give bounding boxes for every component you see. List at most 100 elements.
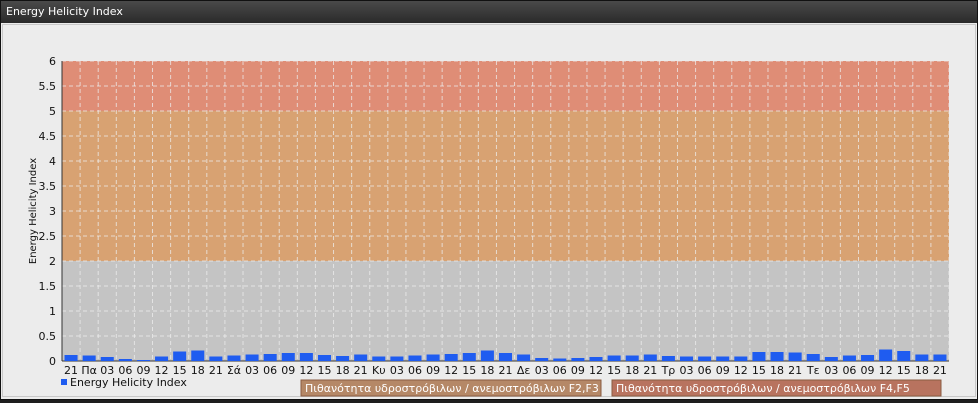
- legend-band-label-2: Πιθανότητα υδροστρόβιλων / ανεμοστρόβιλω…: [616, 382, 910, 395]
- bar: [64, 355, 78, 361]
- x-tick-label: 09: [716, 364, 730, 377]
- x-tick-label: 06: [118, 364, 132, 377]
- y-tick-label: 1: [49, 305, 56, 318]
- x-tick-label: 03: [824, 364, 838, 377]
- bar: [263, 354, 277, 361]
- bar: [897, 351, 911, 361]
- x-tick-label: 21: [209, 364, 223, 377]
- bar: [842, 355, 856, 361]
- legend-series-swatch: [61, 379, 67, 385]
- y-tick-label: 1.5: [39, 280, 57, 293]
- y-tick-label: 5: [49, 105, 56, 118]
- bar: [209, 356, 223, 361]
- legend-series-label: Energy Helicity Index: [70, 376, 187, 389]
- energy-helicity-chart: 0 0.5 1 1.5 2 2.5 3 3.5 4 4.5 5 5.5 6 Energy Helicity…: [2, 24, 976, 397]
- window-title: Energy Helicity Index: [1, 1, 977, 23]
- bar: [390, 356, 404, 361]
- x-tick-label: Δε: [517, 364, 531, 377]
- bar: [716, 356, 730, 361]
- y-axis-label: Energy Helicity Index: [28, 158, 39, 264]
- bar: [462, 353, 476, 361]
- x-tick-label: 03: [245, 364, 259, 377]
- x-tick-label: 15: [607, 364, 621, 377]
- y-tick-label: 5.5: [39, 80, 57, 93]
- x-tick-label: 21: [788, 364, 802, 377]
- legend-band-label-1: Πιθανότητα υδροστρόβιλων / ανεμοστρόβιλω…: [305, 382, 599, 395]
- bar: [155, 356, 169, 361]
- x-tick-label: 18: [480, 364, 494, 377]
- bar: [408, 355, 422, 361]
- x-tick-label: 18: [625, 364, 639, 377]
- bar: [354, 354, 368, 361]
- bar: [317, 355, 331, 361]
- x-tick-label: 09: [136, 364, 150, 377]
- x-tick-label: 21: [933, 364, 947, 377]
- bar: [100, 357, 114, 361]
- x-tick-label: 21: [643, 364, 657, 377]
- bar: [680, 356, 694, 361]
- x-tick-label: 18: [336, 364, 350, 377]
- bar: [752, 352, 766, 361]
- x-tick-label: 09: [861, 364, 875, 377]
- bar: [553, 358, 567, 361]
- x-tick-label: 09: [571, 364, 585, 377]
- x-tick-label: 21: [354, 364, 368, 377]
- x-tick-label: Τρ: [661, 364, 676, 377]
- bar: [336, 356, 350, 361]
- x-tick-label: 12: [444, 364, 458, 377]
- x-tick-label: 12: [589, 364, 603, 377]
- x-tick-label: 18: [915, 364, 929, 377]
- bar: [227, 355, 241, 361]
- x-tick-label: 06: [842, 364, 856, 377]
- bar: [299, 353, 313, 361]
- y-tick-label: 0.5: [39, 330, 57, 343]
- bar: [589, 357, 603, 361]
- x-tick-label: 12: [879, 364, 893, 377]
- bar: [281, 353, 295, 361]
- y-tick-label: 4.5: [39, 130, 57, 143]
- x-tick-label: 15: [462, 364, 476, 377]
- x-tick-label: 03: [390, 364, 404, 377]
- x-tick-label: 15: [752, 364, 766, 377]
- chart-area: 0 0.5 1 1.5 2 2.5 3 3.5 4 4.5 5 5.5 6 Energy Helicity…: [1, 23, 977, 399]
- bar: [661, 356, 675, 361]
- bar: [173, 351, 187, 361]
- x-tick-label: 06: [263, 364, 277, 377]
- x-tick-label: 15: [317, 364, 331, 377]
- x-tick-label: Τε: [806, 364, 820, 377]
- bar: [426, 354, 440, 361]
- bar: [824, 357, 838, 361]
- x-tick-label: 06: [553, 364, 567, 377]
- bar: [535, 358, 549, 361]
- x-tick-label: Κυ: [372, 364, 386, 377]
- x-tick-label: 15: [897, 364, 911, 377]
- bar: [861, 355, 875, 361]
- y-tick-label: 2: [49, 255, 56, 268]
- x-tick-label: Σά: [227, 364, 241, 377]
- x-tick-label: 03: [680, 364, 694, 377]
- x-tick-label: 03: [100, 364, 114, 377]
- bar: [625, 355, 639, 361]
- bar: [571, 358, 585, 361]
- bar: [915, 354, 929, 361]
- x-tick-label: 12: [734, 364, 748, 377]
- x-tick-label: 15: [173, 364, 187, 377]
- y-tick-label: 4: [49, 155, 56, 168]
- bar: [643, 354, 657, 361]
- legend-band-box-1: [300, 379, 602, 397]
- x-tick-label: 06: [408, 364, 422, 377]
- bar: [788, 352, 802, 361]
- x-tick-label: 12: [299, 364, 313, 377]
- bar: [607, 355, 621, 361]
- bar: [82, 355, 96, 361]
- legend-band-box-2: [611, 379, 942, 397]
- x-tick-label: 18: [770, 364, 784, 377]
- bar: [498, 353, 513, 361]
- bar: [806, 354, 820, 361]
- x-tick-label: 12: [155, 364, 169, 377]
- x-tick-label: 09: [281, 364, 295, 377]
- y-tick-label: 6: [49, 55, 56, 68]
- bar: [933, 354, 947, 361]
- bar: [480, 350, 494, 361]
